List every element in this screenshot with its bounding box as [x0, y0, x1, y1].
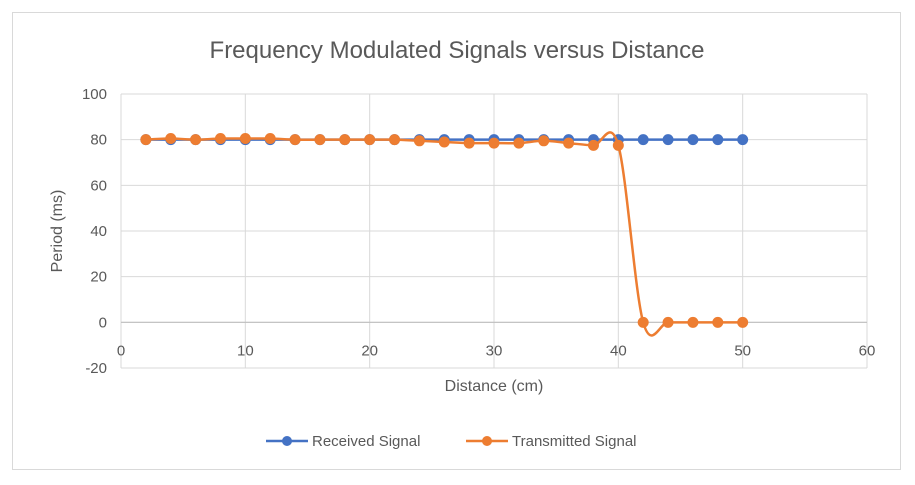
series-2-point [538, 135, 550, 147]
series-2-point [463, 137, 475, 149]
x-tick-label: 20 [361, 342, 378, 359]
series-2-point [140, 134, 152, 146]
series-2-point [488, 137, 500, 149]
series-2-point [737, 316, 749, 328]
series-2-point [364, 134, 376, 146]
series-2-point [214, 133, 226, 145]
y-tick-label: 0 [99, 314, 107, 331]
series-2-point [239, 133, 251, 145]
series-2-point [687, 316, 699, 328]
series-2-point [413, 135, 425, 147]
series-2-point [612, 139, 624, 151]
series-2-point [662, 316, 674, 328]
y-tick-label: -20 [85, 360, 107, 377]
x-tick-label: 10 [237, 342, 254, 359]
series-1-point [687, 134, 699, 146]
y-tick-label: 80 [90, 132, 107, 149]
series-2-point [264, 133, 276, 145]
axes: -20 0 20 40 60 80 100 0 10 20 30 40 50 60 [82, 86, 875, 377]
y-axis-title: Period (ms) [49, 190, 66, 273]
y-tick-label: 100 [82, 86, 107, 103]
series-2-point [339, 134, 351, 146]
series-layer [140, 131, 749, 337]
x-tick-label: 40 [610, 342, 627, 359]
series-2-point [712, 316, 724, 328]
chart-title: Frequency Modulated Signals versus Dista… [210, 37, 705, 64]
series-2-point [563, 137, 575, 149]
series-2-point [637, 316, 649, 328]
x-tick-label: 60 [859, 342, 876, 359]
x-axis-title: Distance (cm) [445, 378, 544, 395]
legend-marker-2 [482, 436, 492, 446]
series-2-point [438, 136, 450, 148]
series-2-point [190, 134, 202, 146]
y-tick-label: 60 [90, 177, 107, 194]
chart-frame [12, 12, 901, 470]
legend-marker-1 [282, 436, 292, 446]
series-1-point [662, 134, 674, 146]
y-tick-label: 40 [90, 223, 107, 240]
legend: Received Signal Transmitted Signal [266, 433, 637, 450]
series-2-point [314, 134, 326, 146]
x-tick-label: 30 [486, 342, 503, 359]
series-2-point [165, 133, 177, 145]
y-tick-label: 20 [90, 269, 107, 286]
x-tick-label: 0 [117, 342, 125, 359]
series-1-point [737, 134, 749, 146]
series-1-point [637, 134, 649, 146]
x-tick-label: 50 [734, 342, 751, 359]
series-1-point [712, 134, 724, 146]
series-line-2 [145, 131, 743, 337]
series-2-point [587, 139, 599, 151]
legend-label-1: Received Signal [312, 433, 420, 450]
series-2-point [389, 134, 401, 146]
series-2-point [513, 137, 525, 149]
series-2-point [289, 134, 301, 146]
legend-label-2: Transmitted Signal [512, 433, 637, 450]
